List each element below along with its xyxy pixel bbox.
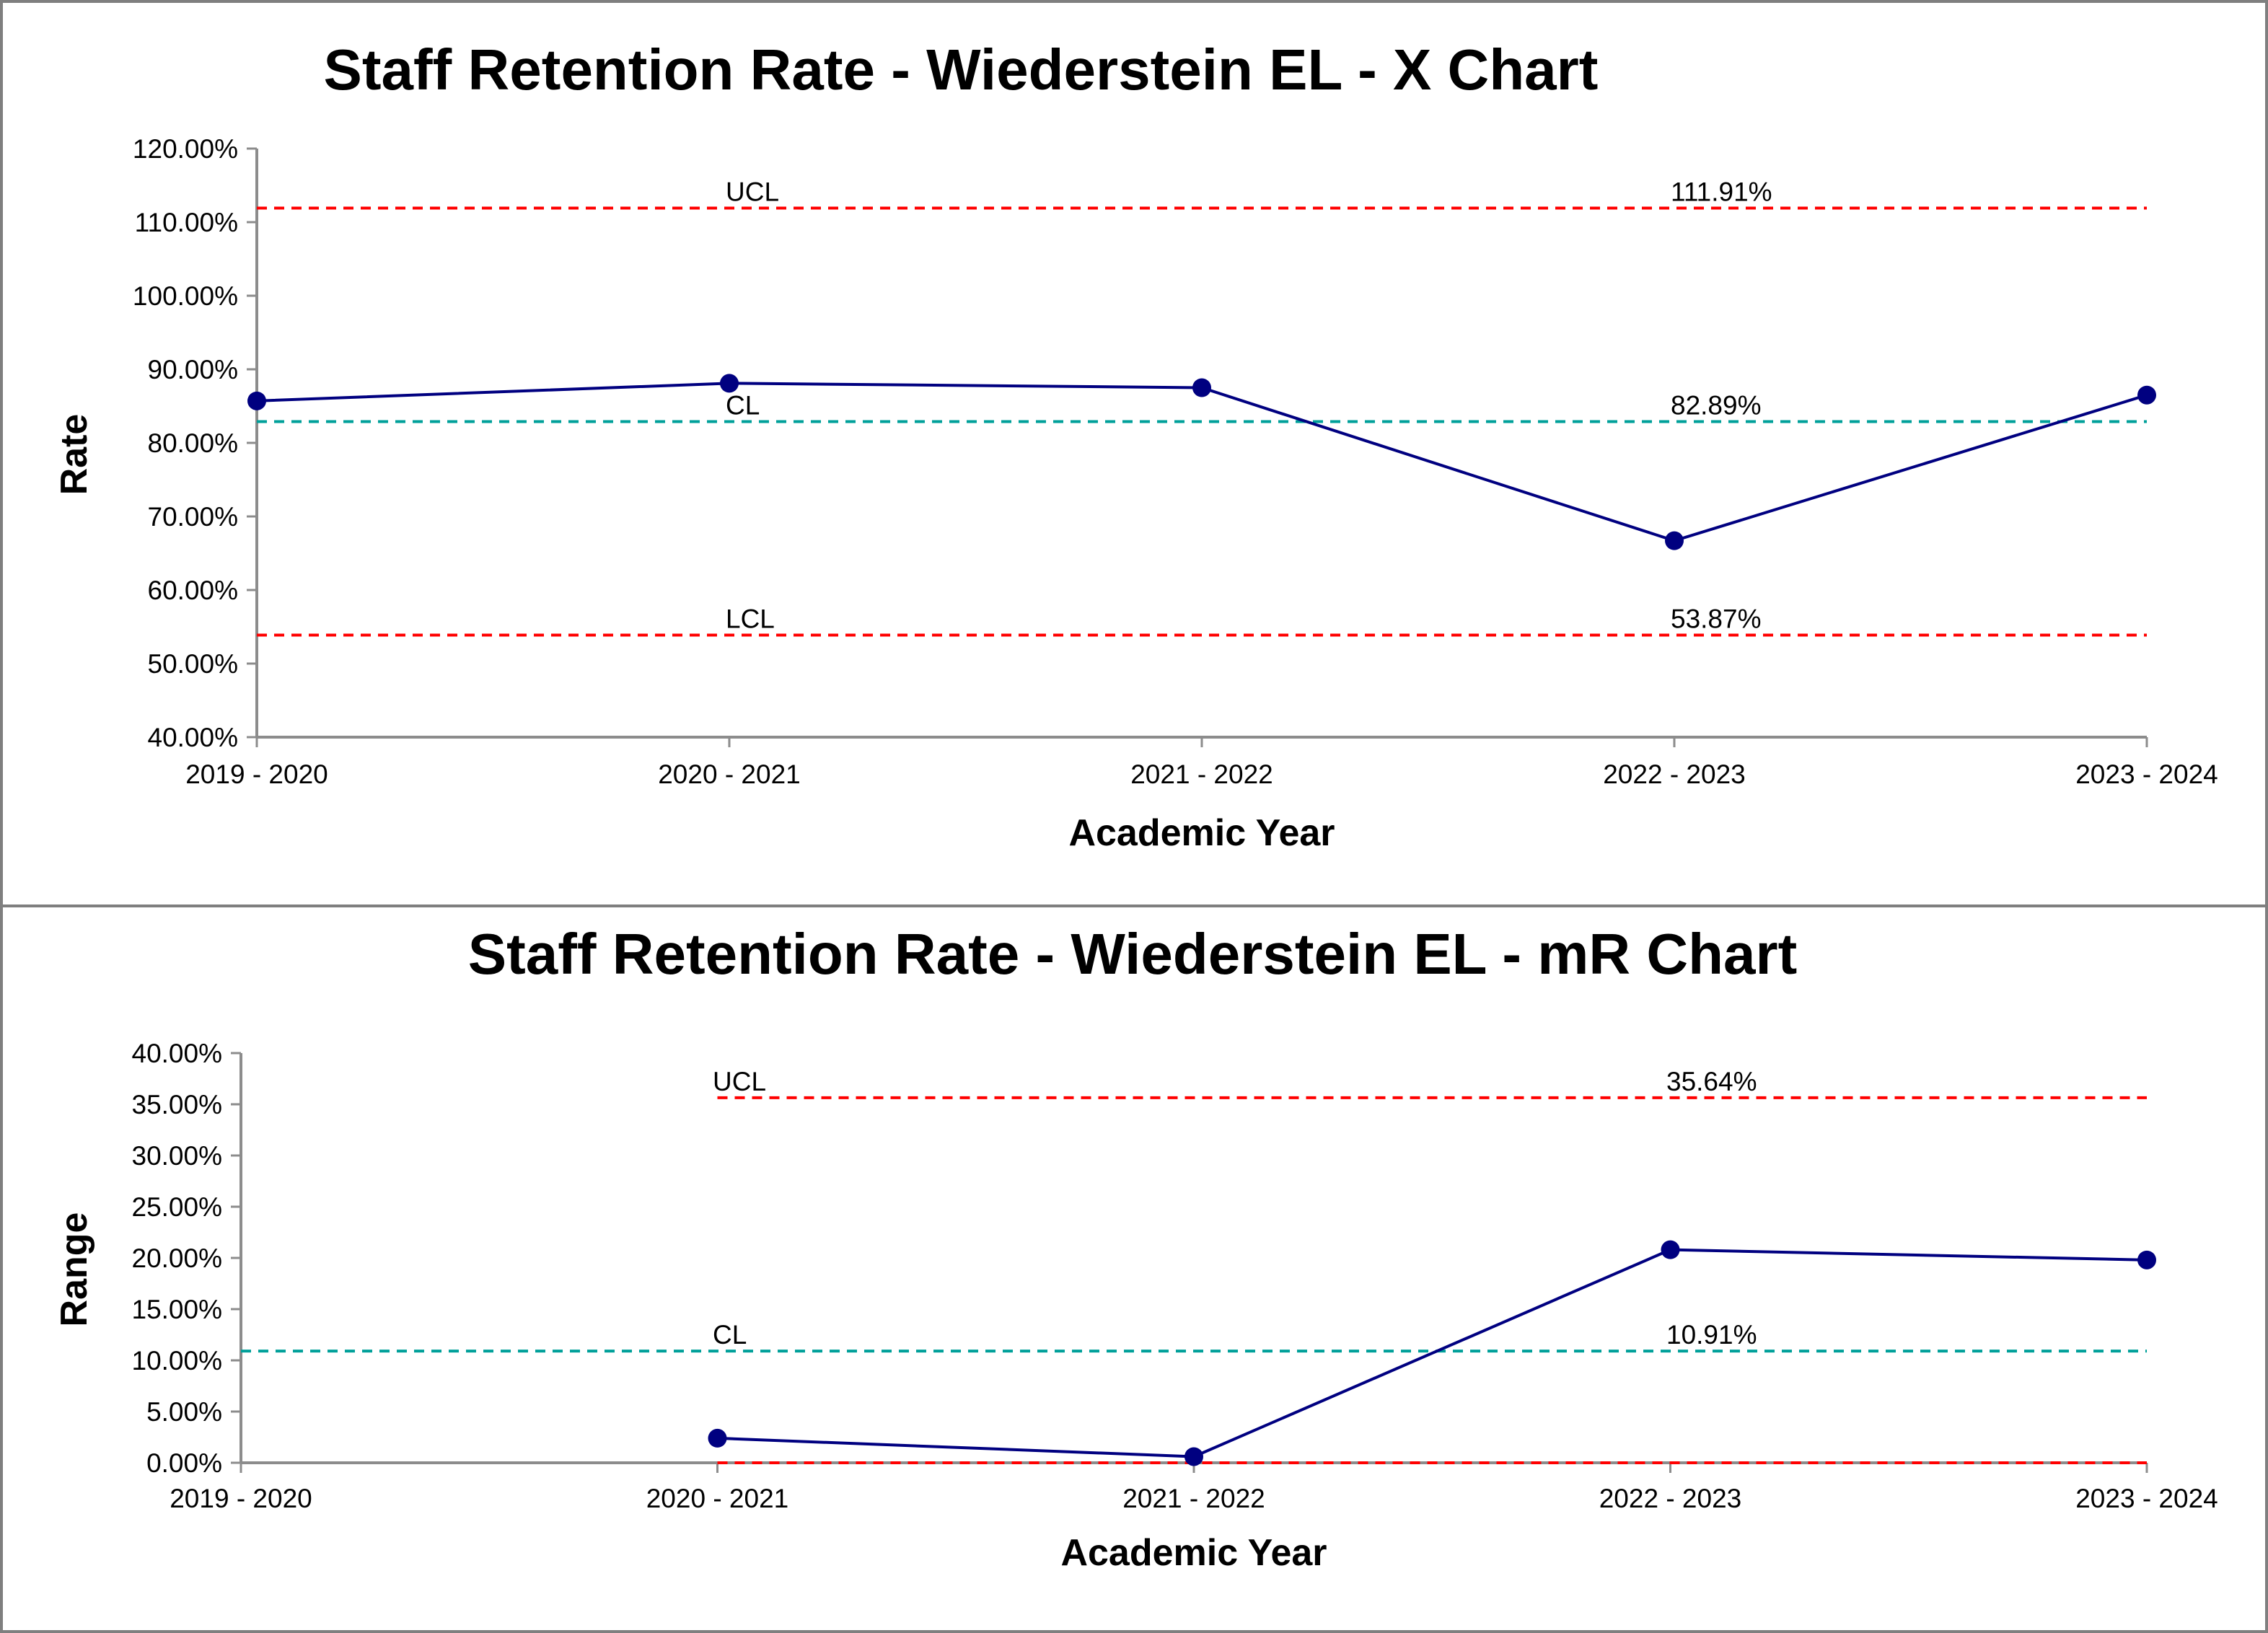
- chart-title: Staff Retention Rate - Wiederstein EL - …: [324, 38, 1599, 102]
- x-tick-label: 2021 - 2022: [1130, 760, 1273, 789]
- y-tick-label: 50.00%: [148, 649, 239, 679]
- data-point: [1184, 1447, 1203, 1466]
- y-tick-label: 40.00%: [132, 1039, 223, 1068]
- y-tick-label: 110.00%: [135, 208, 238, 237]
- x-tick-label: 2022 - 2023: [1599, 1484, 1742, 1513]
- y-tick-label: 15.00%: [132, 1295, 223, 1324]
- y-tick-label: 90.00%: [148, 355, 239, 384]
- y-tick-label: 25.00%: [132, 1192, 223, 1222]
- control-line-label: UCL: [726, 177, 779, 207]
- control-line-value: 35.64%: [1666, 1067, 1757, 1096]
- data-point: [1665, 531, 1684, 550]
- data-point: [720, 374, 739, 393]
- x-tick-label: 2019 - 2020: [170, 1484, 312, 1513]
- y-tick-label: 70.00%: [148, 502, 239, 532]
- mr-chart-panel: Staff Retention Rate - Wiederstein EL - …: [0, 904, 2268, 1633]
- x-tick-label: 2020 - 2021: [658, 760, 801, 789]
- y-tick-label: 120.00%: [133, 134, 238, 164]
- data-point: [708, 1428, 727, 1448]
- x-tick-label: 2021 - 2022: [1122, 1484, 1265, 1513]
- series-line: [717, 1248, 2148, 1458]
- control-line-label: CL: [713, 1320, 747, 1350]
- y-tick-label: 10.00%: [132, 1346, 223, 1375]
- x-tick-label: 2023 - 2024: [2075, 760, 2218, 789]
- y-tick-label: 80.00%: [148, 428, 239, 458]
- control-line-value: 111.91%: [1671, 177, 1772, 207]
- y-tick-label: 60.00%: [148, 576, 239, 605]
- y-axis-title: Rate: [53, 414, 95, 496]
- y-axis-title: Range: [53, 1212, 95, 1327]
- x-tick-label: 2022 - 2023: [1603, 760, 1746, 789]
- control-line-value: 82.89%: [1671, 391, 1762, 421]
- control-line-value: 10.91%: [1666, 1320, 1757, 1350]
- x-axis-title: Academic Year: [1068, 812, 1335, 854]
- x-chart-panel: Staff Retention Rate - Wiederstein EL - …: [0, 0, 2268, 907]
- data-point: [2137, 1250, 2156, 1269]
- y-tick-label: 100.00%: [133, 281, 238, 311]
- y-tick-label: 0.00%: [146, 1448, 222, 1478]
- control-line-label: LCL: [726, 604, 775, 634]
- data-point: [1661, 1240, 1680, 1259]
- data-point: [2137, 385, 2156, 405]
- chart-title: Staff Retention Rate - Wiederstein EL - …: [468, 922, 1797, 986]
- x-tick-label: 2019 - 2020: [185, 760, 328, 789]
- control-line-label: UCL: [713, 1067, 766, 1096]
- x-tick-label: 2020 - 2021: [646, 1484, 789, 1513]
- panel-border: [0, 0, 2268, 907]
- y-tick-label: 40.00%: [148, 723, 239, 752]
- x-axis-title: Academic Year: [1060, 1532, 1327, 1574]
- y-tick-label: 5.00%: [146, 1397, 222, 1427]
- control-line-label: CL: [726, 391, 760, 421]
- y-tick-label: 20.00%: [132, 1244, 223, 1273]
- panel-border: [0, 904, 2268, 1633]
- x-tick-label: 2023 - 2024: [2075, 1484, 2218, 1513]
- data-point: [1192, 378, 1211, 397]
- y-tick-label: 30.00%: [132, 1141, 223, 1171]
- control-line-value: 53.87%: [1671, 604, 1762, 634]
- y-tick-label: 35.00%: [132, 1090, 223, 1119]
- data-point: [247, 391, 266, 410]
